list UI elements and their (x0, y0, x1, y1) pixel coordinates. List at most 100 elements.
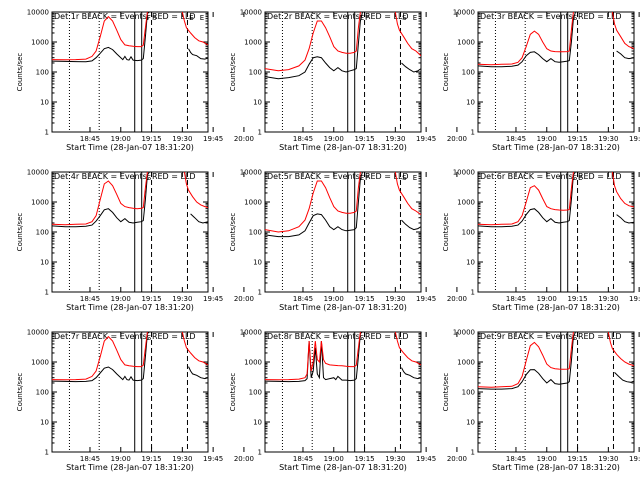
y-tick-label: 10 (253, 99, 262, 107)
y-tick-label: 10 (40, 419, 49, 427)
series-events-black (401, 62, 421, 73)
series-events-black (478, 332, 576, 390)
series-lld-red (52, 172, 148, 226)
y-tick-label: 1 (45, 449, 49, 457)
series-lld-red (52, 332, 148, 381)
x-axis-label: Start Time (28-Jan-07 18:31:20) (66, 143, 194, 152)
x-axis-label: Start Time (28-Jan-07 18:31:20) (492, 303, 620, 312)
flag-label: E (578, 174, 582, 182)
x-axis-label: Start Time (28-Jan-07 18:31:20) (279, 143, 407, 152)
y-tick-label: 1 (45, 129, 49, 137)
x-tick-label: 19:45 (629, 455, 640, 463)
series-events-black (265, 332, 363, 383)
detector-panel-6: Det 6r BLACK = Events, RED = LLD 1 10 100 10… (442, 169, 640, 313)
y-tick-label: 1000 (244, 199, 262, 207)
series-events-black (265, 12, 363, 80)
x-tick-label: 19:15 (354, 455, 374, 463)
x-tick-label: 19:15 (567, 135, 587, 143)
flag-label: S (573, 174, 578, 182)
panel-title: Det 2r BLACK = Events, RED = LLD (267, 12, 409, 21)
flag-label: F (147, 14, 151, 22)
series-lld-red (265, 172, 361, 233)
series-events-black (616, 214, 634, 224)
series-lld-red (607, 332, 634, 367)
plot-frame (51, 331, 209, 453)
detector-panel-7: Det 7r BLACK = Events, RED = LLD 1 10 100 10… (16, 329, 254, 473)
x-tick-label: 19:00 (324, 295, 344, 303)
series-events-black (478, 172, 576, 228)
y-tick-label: 10 (40, 99, 49, 107)
x-tick-label: 19:15 (567, 295, 587, 303)
series-lld-red (478, 12, 574, 66)
x-tick-label: 19:45 (416, 455, 436, 463)
panel-title: Det 1r BLACK = Events, RED = LLD (54, 12, 196, 21)
x-tick-label: 19:45 (203, 295, 223, 303)
x-tick-label: 19:45 (203, 135, 223, 143)
x-tick-label: 18:45 (80, 455, 100, 463)
series-lld-red (265, 12, 361, 72)
y-tick-label: 100 (36, 389, 49, 397)
flag-label: S (573, 334, 578, 342)
y-tick-label: 10 (466, 259, 475, 267)
series-events-black (52, 172, 150, 228)
flag-label: E (189, 14, 193, 22)
x-tick-label: 19:00 (111, 455, 131, 463)
flag-label: S (360, 334, 365, 342)
x-tick-label: 19:15 (141, 135, 161, 143)
x-tick-label: 20:00 (234, 295, 254, 303)
y-tick-label: 1 (471, 289, 475, 297)
series-events-black (52, 332, 150, 383)
series-lld-red (478, 172, 574, 226)
x-tick-label: 19:30 (172, 455, 192, 463)
y-tick-label: 10 (466, 99, 475, 107)
series-events-black (190, 213, 208, 224)
y-tick-label: 1000 (457, 359, 475, 367)
x-tick-label: 19:30 (598, 295, 618, 303)
x-tick-label: 19:45 (629, 295, 640, 303)
x-tick-label: 19:00 (537, 135, 557, 143)
series-lld-red (181, 12, 208, 46)
series-lld-red (52, 12, 148, 61)
y-axis-label: Counts/sec (442, 53, 450, 92)
x-tick-label: 19:00 (324, 135, 344, 143)
flag-label: S (152, 14, 157, 22)
y-tick-label: 1000 (457, 39, 475, 47)
x-tick-label: 19:00 (111, 135, 131, 143)
y-axis-label: Counts/sec (442, 213, 450, 252)
flag-label: E (200, 14, 204, 22)
flag-label: S (402, 14, 407, 22)
flag-label: F (365, 14, 369, 22)
y-tick-label: 1 (258, 449, 262, 457)
x-axis-label: Start Time (28-Jan-07 18:31:20) (279, 303, 407, 312)
x-tick-label: 20:00 (234, 135, 254, 143)
x-tick-label: 18:45 (293, 455, 313, 463)
x-tick-label: 19:00 (537, 295, 557, 303)
x-tick-label: 19:15 (354, 295, 374, 303)
series-lld-red (183, 172, 208, 209)
y-tick-label: 100 (249, 389, 262, 397)
series-lld-red (394, 12, 421, 57)
y-tick-label: 1 (471, 449, 475, 457)
y-axis-label: Counts/sec (442, 373, 450, 412)
x-tick-label: 19:30 (172, 295, 192, 303)
series-events-black (401, 367, 421, 380)
series-lld-red (265, 332, 361, 381)
x-tick-label: 19:30 (385, 295, 405, 303)
flag-label: E (360, 14, 364, 22)
detector-panel-9: Det 9r BLACK = Events, RED = LLD 1 10 100 10… (442, 329, 640, 473)
flag-label: E (413, 174, 417, 182)
y-tick-label: 1 (258, 129, 262, 137)
x-tick-label: 19:00 (111, 295, 131, 303)
x-tick-label: 18:45 (506, 135, 526, 143)
x-axis-label: Start Time (28-Jan-07 18:31:20) (492, 463, 620, 472)
y-tick-label: 10 (40, 259, 49, 267)
x-axis-label: Start Time (28-Jan-07 18:31:20) (492, 143, 620, 152)
flag-label: E (360, 174, 364, 182)
series-events-black (52, 12, 150, 63)
x-tick-label: 20:00 (447, 455, 467, 463)
y-tick-label: 10000 (240, 169, 262, 177)
x-tick-label: 19:45 (629, 135, 640, 143)
x-tick-label: 19:15 (141, 455, 161, 463)
y-tick-label: 10 (253, 419, 262, 427)
y-tick-label: 10 (253, 259, 262, 267)
